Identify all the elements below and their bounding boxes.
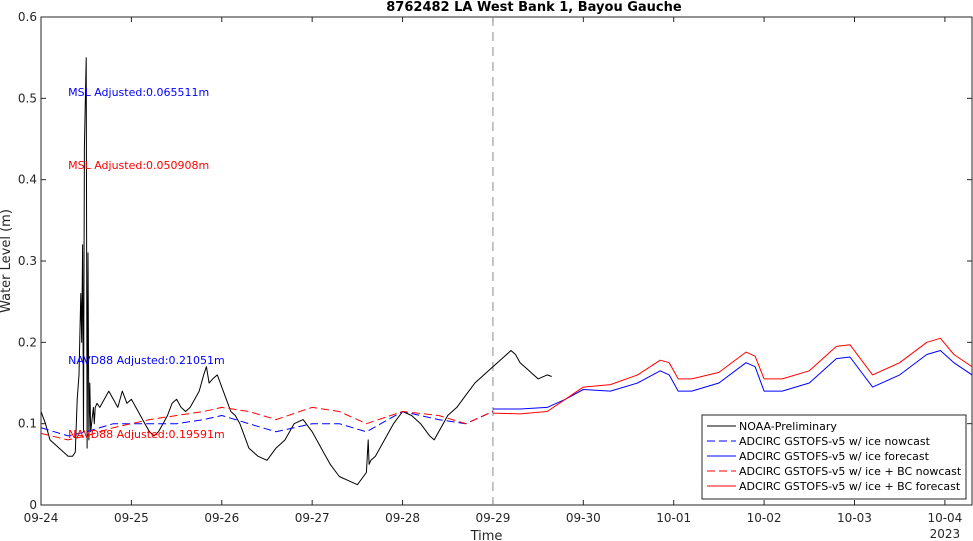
series-line-0: [41, 57, 552, 486]
x-tick-label: 09-26: [204, 511, 239, 525]
y-tick-label: 0.6: [18, 10, 37, 24]
datum-annotation: MSL Adjusted:0.050908m: [68, 159, 209, 172]
annotations-layer: MSL Adjusted:0.065511m MSL Adjusted:0.050…: [68, 86, 225, 441]
datum-annotation: NAVD88 Adjusted:0.19591m: [68, 428, 225, 441]
y-axis: 0 0.1 0.2 0.3 0.4 0.5 0.6: [18, 10, 972, 512]
y-tick-label: 0.2: [18, 335, 37, 349]
x-tick-label: 10-04: [927, 511, 962, 525]
legend-entry: ADCIRC GSTOFS-v5 w/ ice + BC forecast: [739, 480, 961, 493]
series-line-1: [41, 411, 494, 437]
x-tick-label: 09-28: [385, 511, 420, 525]
x-tick-label: 10-02: [747, 511, 782, 525]
legend-entry: ADCIRC GSTOFS-v5 w/ ice nowcast: [739, 435, 931, 448]
year-label: 2023: [930, 527, 961, 541]
legend: NOAA-Preliminary ADCIRC GSTOFS-v5 w/ ice …: [701, 414, 967, 500]
y-axis-title: Water Level (m): [0, 209, 14, 313]
x-tick-label: 09-30: [566, 511, 601, 525]
x-tick-label: 10-01: [656, 511, 691, 525]
x-tick-label: 09-29: [476, 511, 511, 525]
datum-annotation: MSL Adjusted:0.065511m: [68, 86, 209, 99]
legend-entry: NOAA-Preliminary: [739, 420, 837, 433]
legend-entry: ADCIRC GSTOFS-v5 w/ ice forecast: [739, 450, 930, 463]
y-tick-label: 0.4: [18, 173, 37, 187]
legend-entry: ADCIRC GSTOFS-v5 w/ ice + BC nowcast: [739, 465, 962, 478]
y-tick-label: 0.1: [18, 417, 37, 431]
datum-annotation: NAVD88 Adjusted:0.21051m: [68, 354, 225, 367]
x-tick-label: 09-27: [295, 511, 330, 525]
chart-title: 8762482 LA West Bank 1, Bayou Gauche: [386, 0, 682, 15]
legend-box: [701, 414, 967, 500]
x-tick-label: 09-24: [24, 511, 59, 525]
y-tick-label: 0: [29, 498, 37, 512]
series-layer: [41, 17, 972, 505]
y-tick-label: 0.3: [18, 254, 37, 268]
x-axis-title: Time: [470, 529, 503, 541]
series-line-2: [492, 350, 972, 410]
series-line-3: [41, 406, 494, 441]
x-axis: 09-24 09-25 09-26 09-27 09-28 09-29 09-30 10-01…: [24, 17, 962, 525]
y-tick-label: 0.5: [18, 91, 37, 105]
x-tick-label: 09-25: [114, 511, 149, 525]
series-line-4: [492, 337, 972, 415]
x-tick-label: 10-03: [837, 511, 872, 525]
